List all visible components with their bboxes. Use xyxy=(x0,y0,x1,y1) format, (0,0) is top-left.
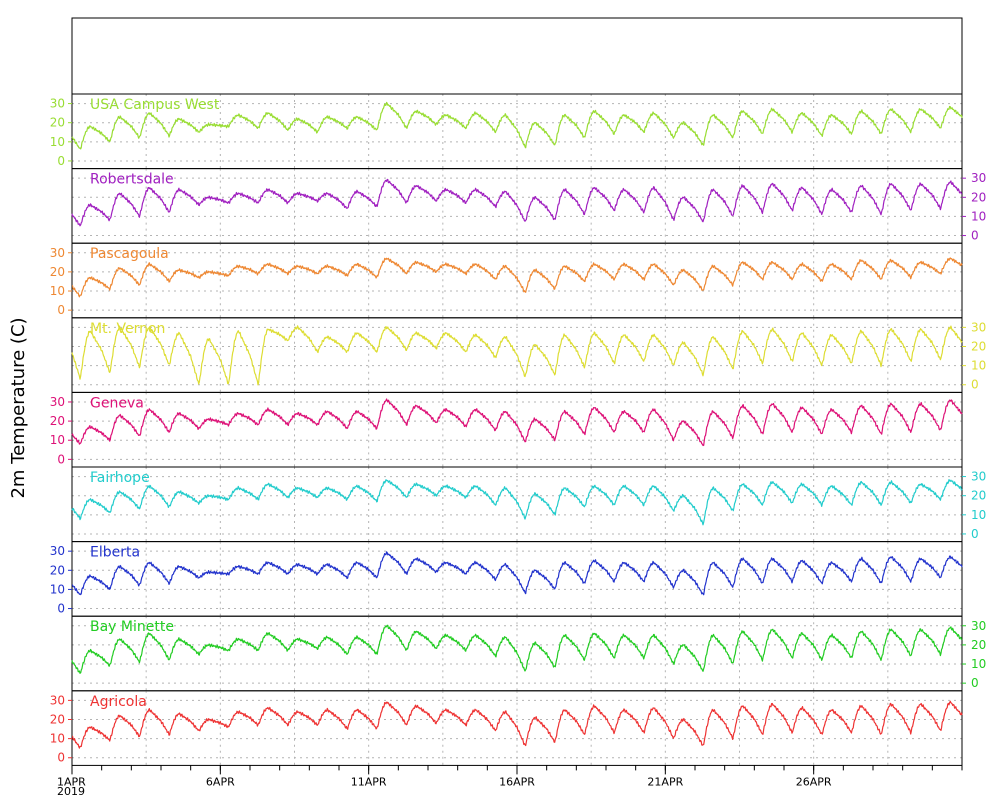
y-tick-label: 20 xyxy=(50,712,65,726)
series-line-robertsdale xyxy=(71,178,963,227)
top-empty-panel xyxy=(71,17,963,95)
x-tick-label: 6APR xyxy=(206,775,235,788)
x-axis-year-label: 2019 xyxy=(57,785,85,798)
y-tick-label: 0 xyxy=(971,378,979,392)
y-tick-label: 30 xyxy=(50,395,65,409)
y-tick-label: 30 xyxy=(50,693,65,707)
panel-usa-campus-west: 0 10 20 30 USA Campus West xyxy=(50,93,963,170)
y-tick-label: 20 xyxy=(50,265,65,279)
panel-geneva: 0 10 20 30 Geneva xyxy=(50,391,963,468)
y-tick-label: 0 xyxy=(971,527,979,541)
y-tick-label: 30 xyxy=(50,246,65,260)
station-label-elberta: Elberta xyxy=(90,545,140,561)
y-tick-label: 10 xyxy=(971,359,986,373)
y-tick-label: 20 xyxy=(971,190,986,204)
series-line-bay-minette xyxy=(71,624,963,674)
series-line-pascagoula xyxy=(71,257,963,298)
y-tick-label: 0 xyxy=(971,676,979,690)
station-label-fairhope: Fairhope xyxy=(90,470,150,486)
y-tick-label: 30 xyxy=(50,97,65,111)
series-line-agricola xyxy=(71,700,963,749)
y-tick-label: 0 xyxy=(57,751,65,765)
y-tick-label: 10 xyxy=(50,284,65,298)
y-tick-label: 30 xyxy=(971,171,986,185)
y-tick-label: 30 xyxy=(971,320,986,334)
y-tick-label: 10 xyxy=(971,657,986,671)
y-tick-label: 10 xyxy=(50,433,65,447)
series-line-fairhope xyxy=(71,479,963,526)
panel-pascagoula: 0 10 20 30 Pascagoula xyxy=(50,242,963,319)
panel-elberta: 0 10 20 30 Elberta xyxy=(50,541,963,617)
y-tick-label: 20 xyxy=(50,116,65,130)
x-tick-label: 16APR xyxy=(499,775,535,788)
panel-mt-vernon: 0 10 20 30 Mt. Vernon xyxy=(71,317,986,393)
x-axis: 1APR 6APR 11APR 16APR 21APR 26APR xyxy=(57,765,963,788)
y-tick-label: 30 xyxy=(50,544,65,558)
station-label-mt-vernon: Mt. Vernon xyxy=(90,321,165,337)
y-tick-label: 10 xyxy=(971,209,986,223)
y-tick-label: 10 xyxy=(50,135,65,149)
y-tick-label: 10 xyxy=(971,508,986,522)
station-label-geneva: Geneva xyxy=(90,395,144,411)
station-label-bay-minette: Bay Minette xyxy=(90,619,174,635)
y-tick-label: 20 xyxy=(971,638,986,652)
y-tick-label: 0 xyxy=(971,229,979,243)
y-tick-label: 20 xyxy=(50,563,65,577)
y-tick-label: 0 xyxy=(57,602,65,616)
station-label-pascagoula: Pascagoula xyxy=(90,246,169,262)
y-tick-label: 30 xyxy=(971,619,986,633)
panel-fairhope: 0 10 20 30 Fairhope xyxy=(71,466,986,543)
series-line-usa-campus-west xyxy=(71,101,963,150)
station-panels: 0 10 20 30 USA Campus West 0 10 20 30 Robertsdale… xyxy=(50,17,986,766)
station-label-robertsdale: Robertsdale xyxy=(90,172,174,188)
panel-robertsdale: 0 10 20 30 Robertsdale xyxy=(71,168,986,244)
y-tick-label: 20 xyxy=(50,414,65,428)
y-tick-label: 10 xyxy=(50,732,65,746)
y-tick-label: 0 xyxy=(57,154,65,168)
x-tick-label: 1APR xyxy=(57,775,86,788)
y-tick-label: 20 xyxy=(971,339,986,353)
y-tick-label: 0 xyxy=(57,303,65,317)
x-tick-label: 21APR xyxy=(647,775,683,788)
y-tick-label: 0 xyxy=(57,452,65,466)
y-tick-label: 10 xyxy=(50,582,65,596)
panel-agricola: 0 10 20 30 Agricola xyxy=(50,690,963,766)
y-tick-label: 20 xyxy=(971,489,986,503)
panel-bay-minette: 0 10 20 30 Bay Minette xyxy=(71,615,986,692)
y-axis-label: 2m Temperature (C) xyxy=(8,317,29,498)
series-line-elberta xyxy=(71,551,963,596)
series-line-mt-vernon xyxy=(71,325,963,386)
station-label-usa-campus-west: USA Campus West xyxy=(90,97,220,113)
y-tick-label: 30 xyxy=(971,470,986,484)
panel-frame xyxy=(71,690,963,766)
series-line-geneva xyxy=(71,398,963,447)
x-tick-label: 11APR xyxy=(351,775,387,788)
station-label-agricola: Agricola xyxy=(90,694,147,710)
x-tick-label: 26APR xyxy=(796,775,832,788)
